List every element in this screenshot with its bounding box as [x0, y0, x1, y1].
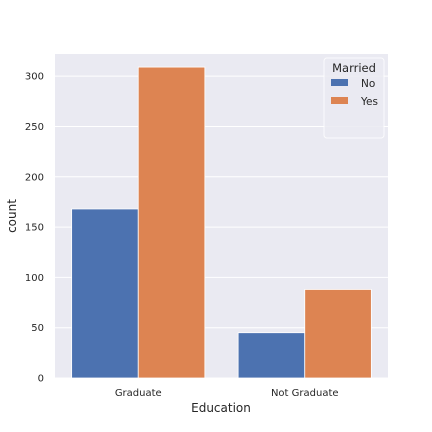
y-axis-label: count: [5, 199, 19, 233]
legend: Married No Yes: [323, 57, 385, 139]
x-axis-label: Education: [191, 401, 251, 415]
bar-yes-not-graduate: [304, 289, 372, 379]
legend-swatch-yes: [331, 97, 348, 104]
legend-label-yes: Yes: [360, 96, 378, 108]
y-tick-label: 250: [25, 122, 44, 133]
y-tick-label: 150: [25, 223, 44, 234]
bar-yes-graduate: [137, 66, 206, 379]
y-tick-label: 200: [25, 172, 44, 183]
legend-box: [323, 57, 385, 139]
y-tick-label: 100: [25, 273, 44, 284]
x-tick-labels: Graduate Not Graduate: [115, 388, 339, 399]
legend-swatch-no: [331, 79, 348, 86]
y-tick-label: 0: [38, 374, 44, 385]
bar-no-not-graduate: [237, 332, 306, 379]
x-tick-label: Graduate: [115, 388, 162, 399]
y-tick-labels: 0 50 100 150 200 250 300: [25, 72, 44, 385]
y-tick-label: 300: [25, 72, 44, 83]
legend-title: Married: [332, 61, 376, 75]
x-tick-label: Not Graduate: [271, 388, 339, 399]
y-tick-label: 50: [31, 323, 44, 334]
bars: [71, 66, 372, 379]
legend-label-no: No: [361, 78, 375, 90]
bar-no-graduate: [71, 208, 139, 379]
